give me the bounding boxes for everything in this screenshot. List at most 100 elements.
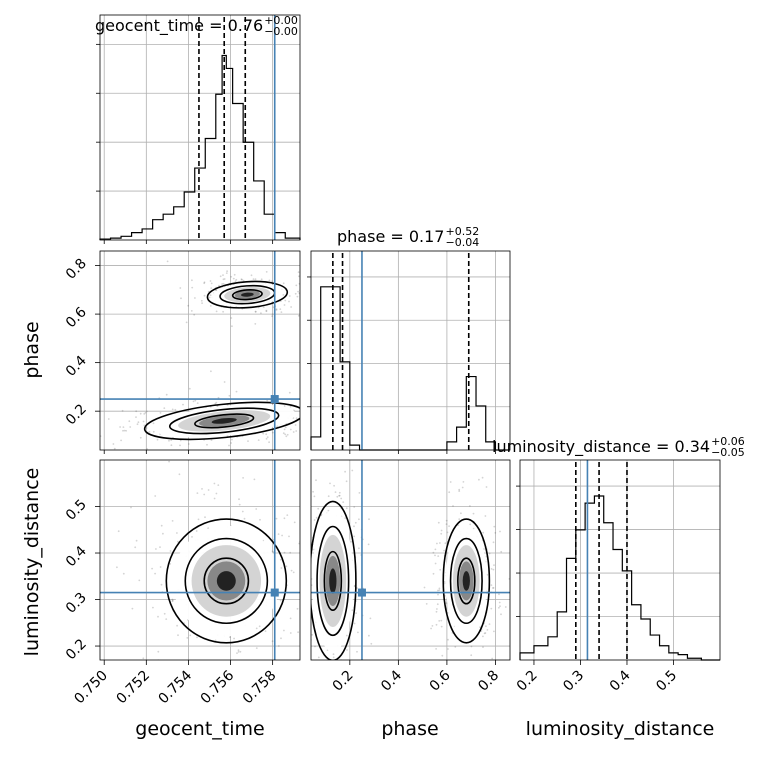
sample-point	[215, 401, 218, 404]
sample-point	[457, 667, 459, 669]
sample-point	[436, 608, 438, 610]
sample-point	[163, 612, 166, 615]
sample-point	[300, 305, 302, 307]
sample-point	[435, 648, 437, 650]
sample-point	[152, 430, 155, 433]
sample-point	[430, 627, 432, 630]
sample-point	[138, 579, 141, 582]
sample-point	[239, 650, 242, 653]
joint-phase-luminosity_distance	[294, 460, 517, 742]
sample-point	[277, 645, 280, 647]
sample-point	[283, 405, 286, 407]
sample-point	[230, 317, 233, 319]
sample-point	[484, 515, 487, 517]
sample-point	[276, 425, 279, 428]
title-lower-error: −0.04	[445, 236, 479, 249]
x-tick-label: 0.4	[378, 667, 405, 694]
sample-point	[343, 740, 345, 742]
sample-point	[228, 394, 231, 397]
sample-point	[134, 546, 137, 549]
sample-point	[130, 506, 132, 509]
sample-point	[289, 632, 292, 634]
contour-line	[457, 557, 476, 605]
sample-point	[285, 565, 288, 568]
sample-point	[332, 656, 335, 659]
sample-point	[448, 525, 450, 527]
sample-point	[165, 618, 168, 620]
sample-point	[241, 278, 243, 281]
grid-lines	[520, 460, 720, 660]
sample-point	[89, 420, 91, 422]
sample-point	[233, 637, 236, 640]
sample-point	[222, 282, 225, 285]
x-axis-label: geocent_time	[135, 718, 264, 740]
sample-point	[155, 548, 157, 550]
density-level	[211, 417, 237, 424]
joint-geocent_time-phase	[89, 251, 318, 450]
sample-point	[255, 647, 258, 649]
grid-lines	[100, 251, 300, 450]
sample-point	[148, 431, 151, 433]
sample-point	[339, 668, 341, 670]
sample-point	[351, 665, 353, 667]
sample-point	[490, 568, 493, 570]
sample-point	[201, 488, 203, 490]
sample-point	[443, 549, 445, 552]
sample-point	[280, 311, 283, 313]
sample-point	[191, 286, 194, 289]
contour-line	[311, 500, 357, 660]
y-tick-label: 0.6	[63, 304, 90, 331]
sample-point	[143, 424, 146, 427]
sample-point	[459, 671, 461, 673]
sample-point	[367, 543, 370, 546]
sample-point	[296, 607, 299, 610]
sample-point	[298, 275, 300, 278]
joint-inner	[116, 460, 305, 660]
sample-point	[265, 271, 268, 273]
sample-point	[498, 601, 501, 604]
sample-point	[187, 304, 190, 307]
sample-point	[146, 410, 148, 413]
sample-point	[152, 422, 155, 425]
joint-inner	[294, 469, 517, 742]
sample-point	[515, 567, 517, 569]
sample-point	[214, 402, 217, 405]
sample-point	[174, 408, 177, 411]
sample-point	[303, 542, 305, 544]
sample-point	[471, 680, 473, 682]
sample-point	[289, 551, 292, 554]
sample-point	[260, 312, 262, 314]
sample-point	[255, 627, 258, 630]
sample-point	[300, 286, 302, 288]
sample-point	[294, 569, 296, 571]
sample-point	[490, 607, 493, 610]
sample-point	[191, 536, 193, 538]
sample-point	[472, 512, 475, 515]
sample-point	[459, 684, 461, 686]
sample-point	[446, 531, 449, 534]
sample-point	[119, 426, 121, 428]
sample-point	[228, 444, 230, 447]
sample-point	[243, 517, 246, 520]
sample-point	[262, 432, 265, 435]
sample-point	[302, 402, 304, 404]
sample-point	[436, 542, 438, 545]
sample-point	[354, 521, 357, 524]
sample-point	[353, 506, 356, 508]
sample-point	[282, 294, 285, 296]
sample-point	[340, 497, 343, 500]
x-tick-label: 0.750	[71, 668, 111, 708]
sample-point	[312, 490, 314, 493]
x-tick-label: 0.2	[514, 668, 541, 695]
sample-point	[146, 448, 149, 450]
sample-point	[289, 428, 292, 431]
sample-point	[154, 495, 157, 497]
sample-point	[447, 638, 449, 641]
sample-point	[316, 413, 318, 415]
x-tick-label: 0.758	[240, 668, 280, 708]
sample-point	[445, 602, 448, 604]
sample-point	[135, 410, 138, 413]
sample-point	[329, 677, 331, 679]
sample-point	[338, 494, 340, 497]
contour-line	[316, 525, 350, 637]
